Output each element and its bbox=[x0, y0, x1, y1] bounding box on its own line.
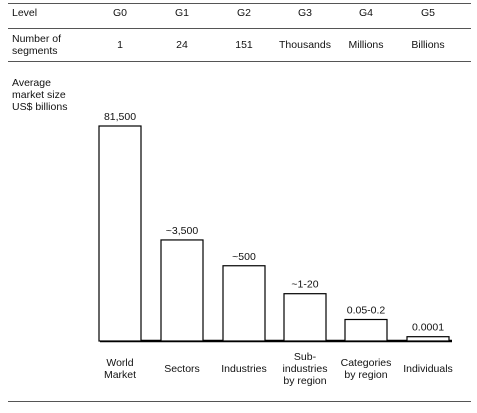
data-label-sub-industries: ~1-20 bbox=[291, 279, 318, 291]
category-label-sectors-line1: Sectors bbox=[164, 363, 200, 375]
segments-label-line1: Number of bbox=[12, 33, 62, 45]
category-label-world-market-line2: Market bbox=[104, 369, 136, 381]
category-label-industries-line1: Industries bbox=[221, 363, 267, 375]
level-g4: G4 bbox=[358, 7, 374, 19]
bar-individuals bbox=[406, 336, 450, 342]
bar-categories bbox=[344, 318, 388, 342]
y-axis-label-line3: US$ billions bbox=[12, 101, 68, 113]
segments-g3: Thousands bbox=[279, 39, 331, 51]
category-label-sub-industries-line2: industries bbox=[283, 363, 328, 375]
category-label-categories-line1: Categories bbox=[341, 357, 392, 369]
bar-sectors bbox=[160, 239, 204, 342]
header-bottom-rule bbox=[8, 61, 471, 62]
level-label: Level bbox=[12, 7, 38, 19]
bottom-rule bbox=[8, 401, 471, 402]
category-label-sub-industries-line1: Sub- bbox=[294, 351, 317, 363]
level-g5: G5 bbox=[420, 7, 436, 19]
bar-world-market bbox=[98, 125, 142, 342]
data-label-world-market: 81,500 bbox=[104, 111, 136, 123]
category-label-individuals-line1: Individuals bbox=[403, 363, 453, 375]
category-label-categories-line2: by region bbox=[344, 369, 387, 381]
segments-g0: 1 bbox=[117, 39, 123, 51]
data-label-sectors: ~3,500 bbox=[166, 225, 199, 237]
segments-label-line2: segments bbox=[12, 45, 58, 57]
data-label-industries: ~500 bbox=[232, 251, 256, 263]
category-label-world-market-line1: World bbox=[106, 357, 133, 369]
level-g1: G1 bbox=[174, 7, 190, 19]
level-g2: G2 bbox=[236, 7, 252, 19]
bar-sub-industries bbox=[283, 293, 327, 342]
level-g3: G3 bbox=[297, 7, 313, 19]
y-axis-label-line2: market size bbox=[12, 89, 66, 101]
data-label-individuals: 0.0001 bbox=[412, 322, 444, 334]
segments-g4: Millions bbox=[348, 39, 384, 51]
category-label-sub-industries-line3: by region bbox=[283, 375, 326, 387]
segments-g1: 24 bbox=[176, 39, 188, 51]
segments-g5: Billions bbox=[411, 39, 445, 51]
y-axis-label-line1: Average bbox=[12, 77, 51, 89]
header-divider bbox=[8, 28, 471, 29]
data-label-categories: 0.05-0.2 bbox=[347, 305, 386, 317]
top-rule bbox=[8, 3, 471, 4]
bar-industries bbox=[222, 265, 266, 342]
level-g0: G0 bbox=[112, 7, 128, 19]
segments-g2: 151 bbox=[235, 39, 253, 51]
